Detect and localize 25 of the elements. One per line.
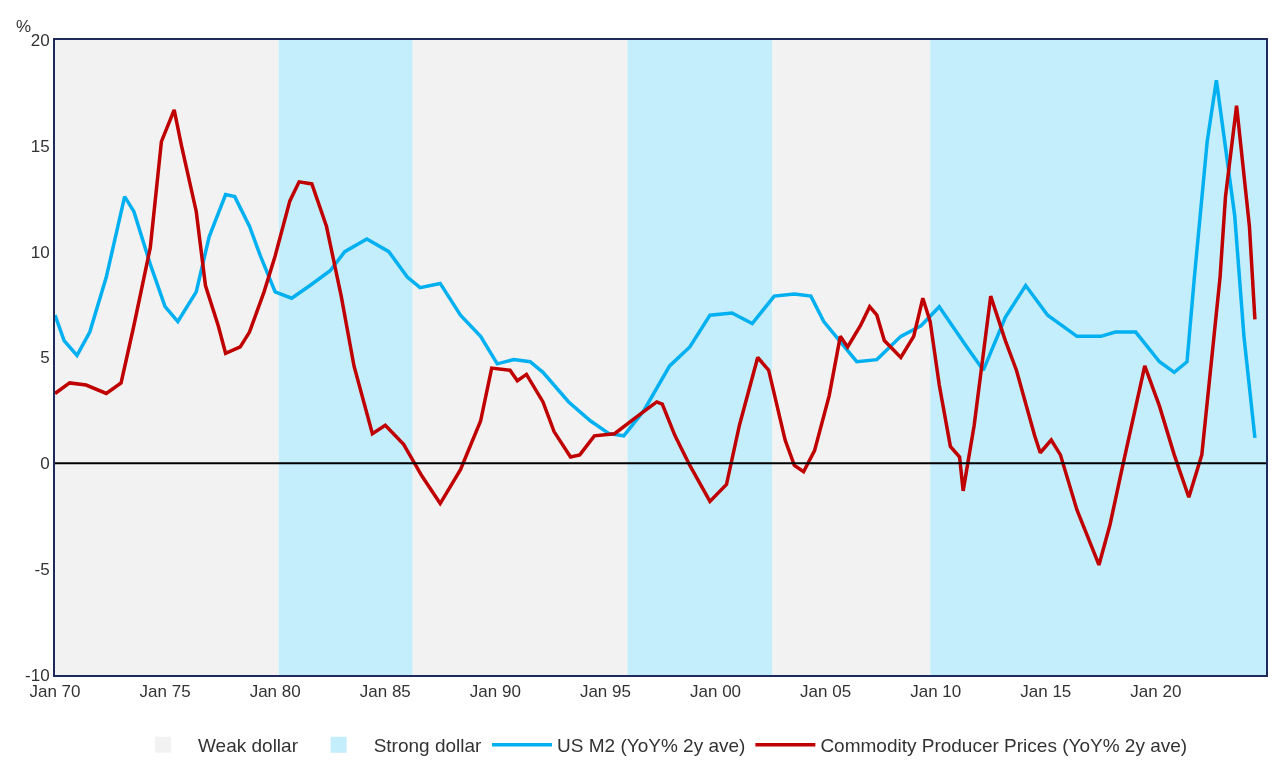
y-tick-label: 5	[40, 348, 50, 368]
y-tick-label: 0	[40, 454, 50, 474]
x-tick-label: Jan 20	[1130, 682, 1182, 702]
x-tick-label: Jan 75	[139, 682, 191, 702]
legend-label: Weak dollar	[198, 735, 299, 757]
x-tick-label: Jan 70	[29, 682, 81, 702]
x-tick-label: Jan 00	[689, 682, 742, 702]
y-tick-label: 20	[30, 30, 50, 50]
y-tick-label: -10	[25, 665, 50, 685]
legend-label: Commodity Producer Prices (YoY% 2y ave)	[820, 735, 1188, 757]
y-tick-label: -5	[34, 560, 50, 580]
x-tick-label: Jan 95	[579, 682, 631, 702]
x-tick-label: Jan 15	[1020, 682, 1072, 702]
y-axis-title: %	[16, 17, 32, 36]
x-tick-label: Jan 90	[469, 682, 521, 702]
y-tick-label: 15	[30, 136, 50, 156]
x-tick-label: Jan 05	[800, 682, 852, 702]
line-series	[55, 78, 1257, 440]
legend-label: Strong dollar	[373, 735, 483, 757]
line-series	[55, 103, 1257, 567]
legend-label: US M2 (YoY% 2y ave)	[557, 735, 746, 757]
x-tick-label: Jan 10	[910, 682, 962, 702]
x-tick-label: Jan 85	[359, 682, 411, 702]
x-tick-label: Jan 80	[249, 682, 301, 702]
y-tick-label: 10	[30, 242, 50, 262]
